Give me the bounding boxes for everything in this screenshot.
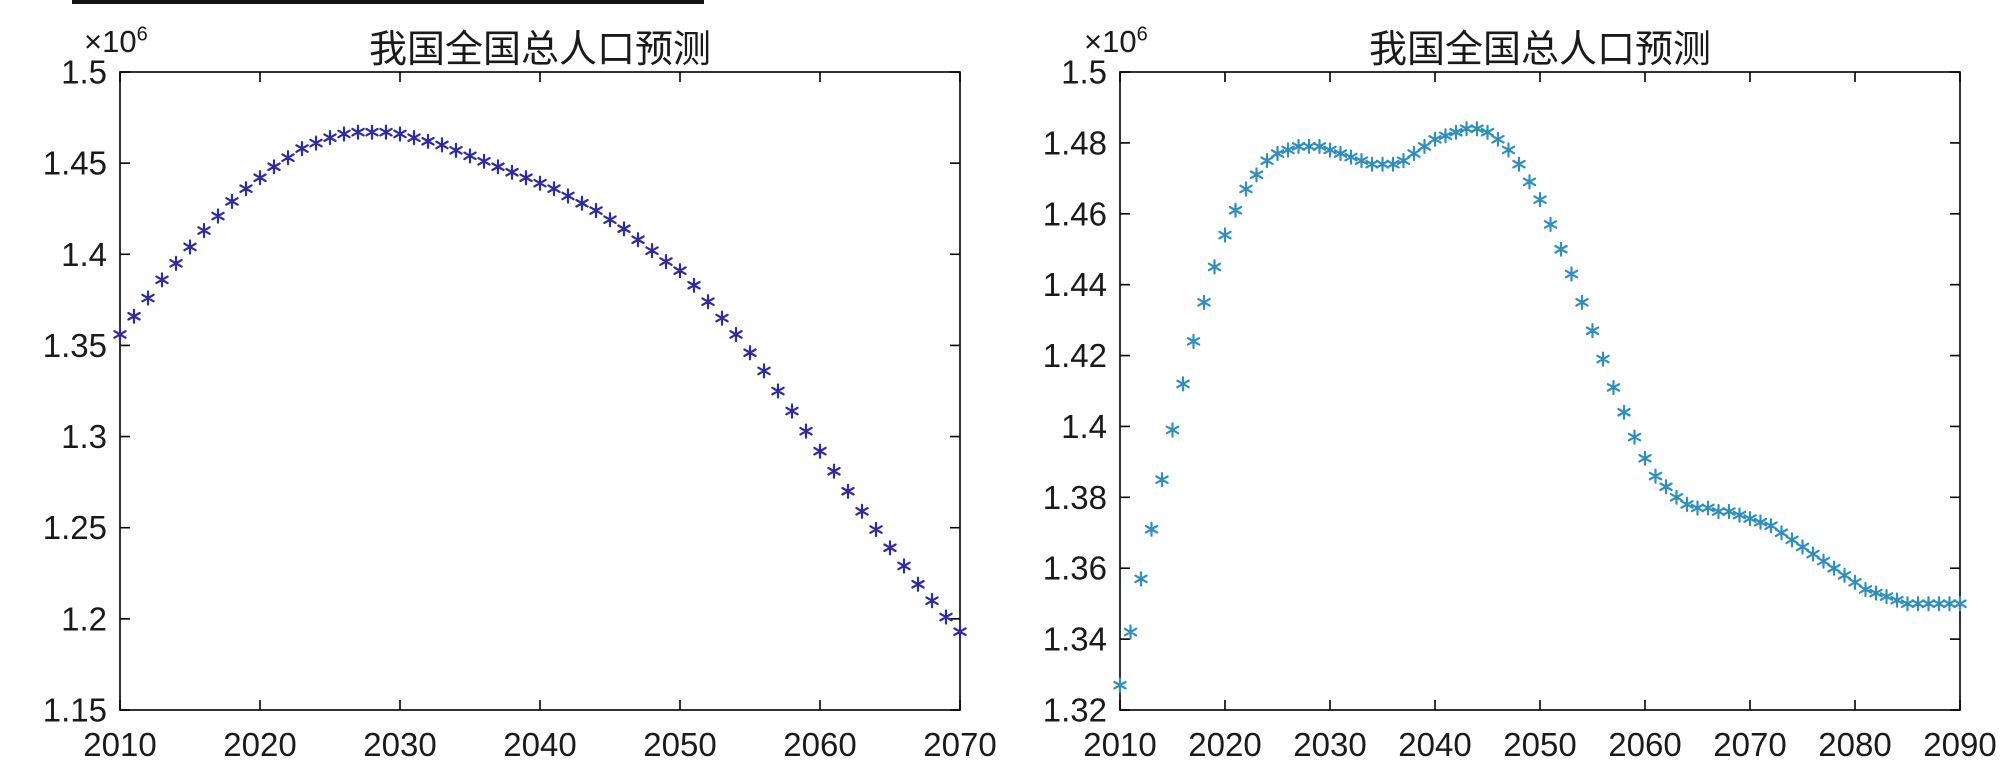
svg-text:2070: 2070: [923, 726, 996, 763]
svg-text:1.4: 1.4: [61, 236, 107, 273]
svg-text:1.42: 1.42: [1043, 337, 1107, 374]
svg-text:1.44: 1.44: [1043, 266, 1107, 303]
right-y-axis-exponent: ×106: [1084, 24, 1148, 60]
svg-text:1.25: 1.25: [43, 509, 107, 546]
svg-text:1.32: 1.32: [1043, 692, 1107, 729]
svg-text:2010: 2010: [1083, 726, 1156, 763]
svg-text:1.5: 1.5: [1061, 54, 1107, 91]
svg-text:1.15: 1.15: [43, 692, 107, 729]
exponent-power: 6: [136, 23, 148, 46]
svg-text:2060: 2060: [1608, 726, 1681, 763]
svg-text:1.35: 1.35: [43, 327, 107, 364]
svg-text:1.46: 1.46: [1043, 195, 1107, 232]
exponent-base: ×10: [84, 24, 137, 59]
exponent-power: 6: [1136, 23, 1148, 46]
left-chart: ×106 我国全国总人口预测 2010 2020 2030 2040 2050 2060 2…: [43, 24, 997, 764]
svg-text:1.3: 1.3: [61, 418, 107, 455]
svg-text:2050: 2050: [1503, 726, 1576, 763]
svg-text:2090: 2090: [1923, 726, 1996, 763]
svg-text:2020: 2020: [1188, 726, 1261, 763]
svg-text:1.45: 1.45: [43, 145, 107, 182]
svg-text:1.2: 1.2: [61, 600, 107, 637]
window-top-edge: [72, 0, 704, 4]
svg-text:1.38: 1.38: [1043, 479, 1107, 516]
svg-text:1.4: 1.4: [1061, 408, 1107, 445]
svg-text:1.48: 1.48: [1043, 124, 1107, 161]
svg-text:2060: 2060: [783, 726, 856, 763]
svg-text:2040: 2040: [1398, 726, 1471, 763]
left-chart-title: 我国全国总人口预测: [368, 29, 711, 71]
svg-text:2010: 2010: [83, 726, 156, 763]
left-plot-canvas: 2010 2020 2030 2040 2050 2060 2070 1.15 1.2 1.25 1…: [43, 54, 997, 764]
right-chart-title: 我国全国总人口预测: [1368, 29, 1711, 71]
left-y-axis-exponent: ×106: [84, 24, 148, 60]
svg-text:2040: 2040: [503, 726, 576, 763]
svg-text:1.36: 1.36: [1043, 550, 1107, 587]
svg-text:2030: 2030: [1293, 726, 1366, 763]
svg-text:2030: 2030: [363, 726, 436, 763]
svg-text:1.5: 1.5: [61, 54, 107, 91]
exponent-base: ×10: [1084, 24, 1137, 59]
right-chart: ×106 我国全国总人口预测 2010 2020 2030 2040 2050 2060 2…: [1000, 0, 2000, 780]
svg-text:2050: 2050: [643, 726, 716, 763]
right-plot-canvas: 2010 2020 2030 2040 2050 2060 2070 2080 2090 1.32…: [1043, 54, 1997, 764]
svg-text:2070: 2070: [1713, 726, 1786, 763]
svg-text:2080: 2080: [1818, 726, 1891, 763]
svg-text:1.34: 1.34: [1043, 621, 1107, 658]
svg-text:2020: 2020: [223, 726, 296, 763]
